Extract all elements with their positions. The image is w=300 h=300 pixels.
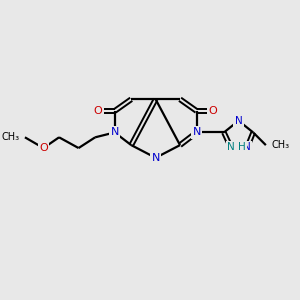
- Text: N: N: [227, 142, 235, 152]
- Text: CH₃: CH₃: [2, 132, 20, 142]
- Text: CH₃: CH₃: [272, 140, 290, 150]
- Text: N: N: [192, 128, 201, 137]
- Text: N: N: [244, 142, 251, 152]
- Text: N: N: [235, 116, 242, 126]
- Text: O: O: [39, 143, 48, 153]
- Text: H: H: [238, 142, 245, 152]
- Text: N: N: [110, 128, 119, 137]
- Text: N: N: [152, 153, 160, 163]
- Text: O: O: [94, 106, 103, 116]
- Text: O: O: [209, 106, 218, 116]
